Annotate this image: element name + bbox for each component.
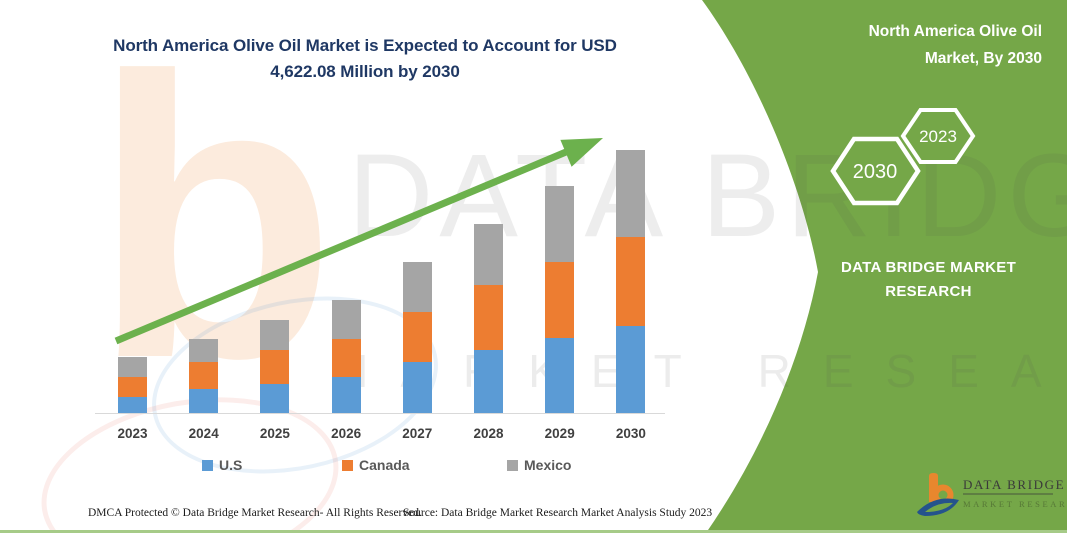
company-logo: DATA BRIDGE MARKET RESEARCH — [917, 473, 1065, 516]
bar-2023 — [118, 357, 147, 413]
bar-segment-2027-us — [402, 362, 432, 413]
x-axis-label-2029: 2029 — [544, 426, 575, 441]
x-axis-label-2023: 2023 — [117, 426, 148, 441]
bar-segment-2024-us — [189, 389, 219, 413]
x-axis-label-2028: 2028 — [473, 426, 504, 441]
bar-segment-2028-canada — [474, 285, 503, 350]
bar-segment-2026-us — [331, 376, 361, 413]
bar-segment-2030-us — [616, 325, 646, 413]
panel-heading: North America Olive Oil Market, By 2030 — [868, 23, 1042, 68]
x-axis-line — [95, 413, 665, 414]
bar-segment-2028-us — [474, 349, 503, 413]
bar-segment-2029-us — [545, 337, 575, 413]
bar-2024 — [189, 339, 219, 413]
legend-item-mexico: Mexico — [507, 457, 571, 473]
bar-segment-2023-us — [118, 397, 147, 413]
bar-segment-2029-mexico — [545, 186, 575, 263]
footer-source-text: Source: Data Bridge Market Research Mark… — [403, 507, 713, 519]
legend-swatch-icon — [202, 459, 213, 471]
bar-segment-2026-mexico — [331, 300, 361, 339]
bar-segment-2025-canada — [260, 349, 290, 384]
legend-label: U.S — [219, 457, 243, 473]
bar-2030 — [616, 150, 646, 413]
bar-2027 — [402, 261, 432, 413]
logo-brand-subtext: MARKET RESEARCH — [963, 499, 1065, 509]
bar-2026 — [331, 300, 361, 413]
logo-mark-icon — [917, 473, 959, 516]
bar-segment-2029-canada — [545, 262, 575, 338]
bar-segment-2023-canada — [118, 376, 147, 398]
legend-label: Canada — [359, 457, 410, 473]
bottom-green-strip — [0, 530, 1067, 533]
panel-company-name: DATA BRIDGE MARKET RESEARCH — [840, 259, 1017, 300]
bar-segment-2027-mexico — [402, 261, 432, 313]
bar-2029 — [545, 186, 575, 413]
x-axis-label-2027: 2027 — [402, 426, 433, 441]
bar-segment-2026-canada — [331, 338, 361, 377]
legend-label: Mexico — [524, 457, 572, 473]
bar-segment-2023-mexico — [118, 357, 147, 377]
bar-segment-2028-mexico — [474, 223, 503, 286]
bar-2028 — [474, 223, 503, 413]
x-axis-label-2025: 2025 — [259, 426, 290, 441]
legend-item-us: U.S — [202, 457, 242, 473]
bar-segment-2027-canada — [402, 312, 432, 363]
legend-swatch-icon — [342, 459, 353, 471]
bar-segment-2025-mexico — [260, 319, 290, 350]
footer-dmca-text: DMCA Protected © Data Bridge Market Rese… — [88, 507, 422, 519]
bar-segment-2030-mexico — [616, 150, 646, 237]
bar-2025 — [260, 319, 290, 413]
logo-brand-text: DATA BRIDGE — [963, 477, 1065, 492]
legend-item-canada: Canada — [342, 457, 410, 473]
x-axis-label-2024: 2024 — [188, 426, 219, 441]
bar-segment-2025-us — [260, 384, 290, 413]
x-axis-label-2030: 2030 — [615, 426, 646, 441]
bar-segment-2024-mexico — [189, 339, 219, 363]
bar-segment-2030-canada — [616, 236, 646, 326]
x-axis-label-2026: 2026 — [331, 426, 362, 441]
chart-title: North America Olive Oil Market is Expect… — [113, 36, 617, 82]
bar-segment-2024-canada — [189, 362, 219, 390]
legend-swatch-icon — [507, 459, 518, 471]
